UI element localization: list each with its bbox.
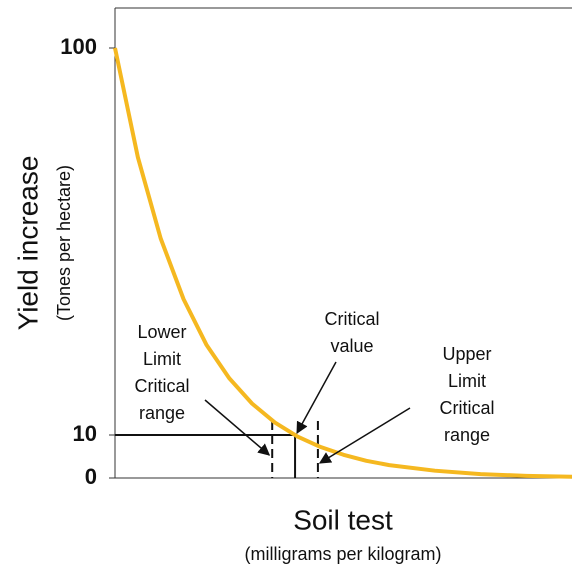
y-sublabel: (Tones per hectare) [54,165,74,321]
y-tick-label: 10 [73,421,97,446]
annotation-text: Critical [439,398,494,418]
y-tick-label: 0 [85,464,97,489]
annotation-text: range [139,403,185,423]
curve [113,47,572,479]
annotation-arrow [296,361,337,435]
y-tick-label: 100 [60,34,97,59]
annotation-text: range [444,425,490,445]
annotation-arrow [204,399,271,456]
annotation-text: Lower [137,322,186,342]
x-sublabel: (milligrams per kilogram) [244,544,441,564]
annotation-text: value [330,336,373,356]
annotation-text: Upper [442,344,491,364]
x-label: Soil test [293,504,393,535]
annotation-text: Critical [324,309,379,329]
annotation-arrow [318,407,411,464]
annotation-text: Limit [143,349,181,369]
annotation-text: Critical [134,376,189,396]
y-label: Yield increase [12,156,43,331]
annotation-text: Limit [448,371,486,391]
